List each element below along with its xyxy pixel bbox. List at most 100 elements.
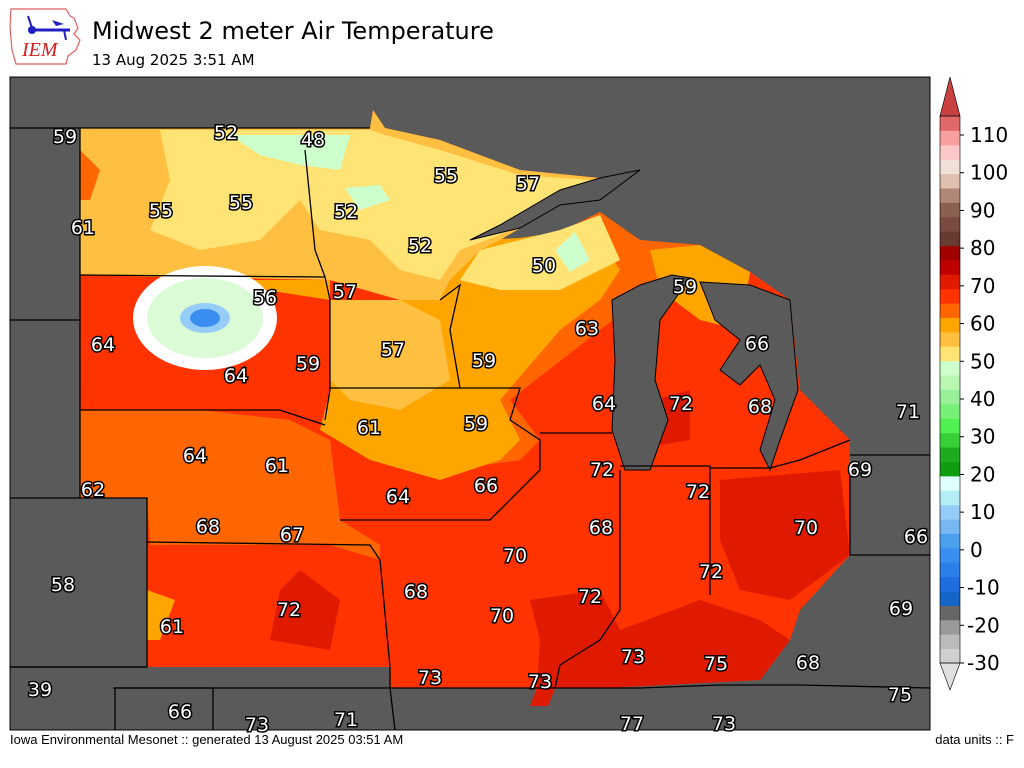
colorbar-tick-label: 0 — [970, 538, 983, 562]
station-value: 73 — [245, 714, 269, 736]
station-value: 64 — [183, 445, 207, 467]
colorbar-bin — [940, 605, 960, 621]
station-value: 57 — [333, 281, 357, 303]
station-value: 72 — [578, 586, 602, 608]
station-value: 67 — [280, 524, 304, 546]
colorbar-bin — [940, 504, 960, 520]
colorbar-bin — [940, 202, 960, 218]
station-value: 55 — [149, 200, 173, 222]
station-value: 55 — [434, 165, 458, 187]
colorbar-bin — [940, 303, 960, 319]
temperature-contours — [80, 110, 850, 706]
colorbar-bin — [940, 389, 960, 405]
colorbar-tick-label: 110 — [970, 123, 1008, 147]
colorbar-tick-label: 80 — [970, 236, 995, 260]
station-value: 71 — [896, 401, 920, 423]
colorbar-bin — [940, 187, 960, 203]
station-value-labels: 59 52 48 55 57 55 55 52 61 52 50 56 57 59 63 64 57 66 59 59… — [26, 121, 929, 738]
map-timestamp: 13 Aug 2025 3:51 AM — [92, 51, 255, 69]
station-value: 73 — [712, 713, 736, 735]
colorbar-bin — [940, 259, 960, 275]
map-title: Midwest 2 meter Air Temperature — [92, 17, 494, 45]
colorbar-bin — [940, 418, 960, 434]
colorbar-bin — [940, 533, 960, 549]
station-value: 66 — [168, 701, 192, 723]
station-value: 52 — [334, 201, 358, 223]
colorbar-bin — [940, 619, 960, 635]
colorbar-bin — [940, 519, 960, 534]
station-value: 68 — [589, 517, 613, 539]
station-value: 61 — [357, 417, 381, 439]
colorbar-tick-label: 40 — [970, 387, 995, 411]
colorbar-bin — [940, 447, 960, 462]
colorbar-bin — [940, 274, 960, 290]
colorbar-bin — [940, 547, 960, 563]
station-value: 72 — [699, 561, 723, 583]
station-value: 57 — [381, 339, 405, 361]
state-borders — [10, 127, 931, 731]
station-value: 72 — [590, 459, 614, 481]
colorbar-bin — [940, 432, 960, 448]
colorbar-bin — [940, 648, 960, 664]
station-value: 77 — [620, 713, 644, 735]
station-value: 73 — [418, 667, 442, 689]
station-value: 61 — [71, 217, 95, 239]
colorbar-legend: -30 -20 -10 0 10 20 30 40 50 60 70 80 90 100 110 — [939, 76, 1008, 691]
colorbar-bin — [940, 159, 960, 175]
colorbar-bin — [940, 317, 960, 333]
station-value: 66 — [745, 333, 769, 355]
station-value: 66 — [474, 475, 498, 497]
station-value: 63 — [575, 318, 599, 340]
colorbar-tick-label: 10 — [970, 500, 995, 524]
colorbar-bin — [940, 375, 960, 390]
colorbar-tick-label: 50 — [970, 349, 995, 373]
station-value: 58 — [51, 574, 75, 596]
colorbar-bin — [940, 116, 960, 131]
station-value: 68 — [404, 581, 428, 603]
station-value: 70 — [503, 545, 527, 567]
station-value: 69 — [889, 598, 913, 620]
station-value: 70 — [490, 605, 514, 627]
station-value: 57 — [516, 173, 540, 195]
station-value: 52 — [214, 122, 238, 144]
station-value: 62 — [81, 479, 105, 501]
station-value: 66 — [904, 526, 928, 548]
station-value: 72 — [686, 481, 710, 503]
station-value: 50 — [532, 255, 556, 277]
colorbar-bin — [940, 634, 960, 650]
station-value: 75 — [704, 653, 728, 675]
station-value: 72 — [669, 393, 693, 415]
colorbar-bin — [940, 173, 960, 189]
station-value: 68 — [796, 652, 820, 674]
colorbar-bin — [940, 216, 960, 232]
station-value: 59 — [673, 276, 697, 298]
station-value: 68 — [748, 396, 772, 418]
colorbar-bin — [940, 130, 960, 146]
colorbar-tick-label: -10 — [967, 576, 1000, 600]
colorbar-tick-label: 20 — [970, 462, 995, 486]
station-value: 39 — [28, 679, 52, 701]
colorbar-bin — [940, 360, 960, 376]
colorbar-bin — [940, 403, 960, 419]
colorbar-bin — [940, 475, 960, 491]
station-value: 64 — [91, 334, 115, 356]
colorbar-bin — [940, 231, 960, 247]
colorbar-over-extension — [939, 76, 961, 117]
station-value: 73 — [528, 671, 552, 693]
station-value: 69 — [848, 459, 872, 481]
station-value: 64 — [592, 393, 616, 415]
colorbar-tick-label: 30 — [970, 425, 995, 449]
station-value: 48 — [301, 129, 325, 151]
colorbar-bin — [940, 288, 960, 304]
colorbar-tick-label: 90 — [970, 198, 995, 222]
colorbar-bin — [940, 591, 960, 606]
station-value: 75 — [888, 684, 912, 706]
data-units-label: data units :: F — [935, 732, 1014, 747]
colorbar-tick-label: 60 — [970, 312, 995, 336]
iem-logo: IEM — [8, 6, 86, 68]
colorbar-under-extension — [939, 662, 961, 691]
footer-credit: Iowa Environmental Mesonet :: generated … — [10, 732, 404, 747]
station-value: 73 — [621, 646, 645, 668]
colorbar-bin — [940, 331, 960, 347]
svg-text:IEM: IEM — [21, 39, 59, 61]
